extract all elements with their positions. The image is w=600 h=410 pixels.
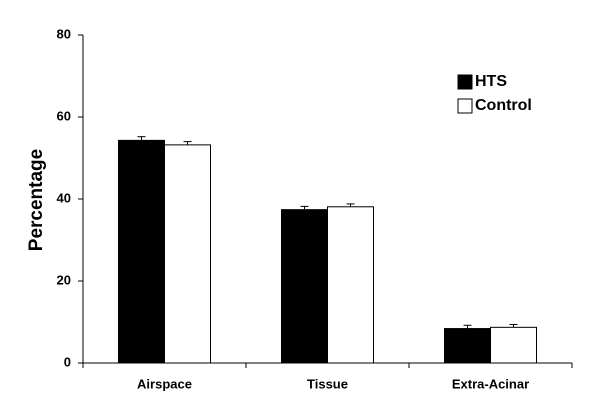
y-tick-label: 20 <box>57 272 71 287</box>
y-axis-label: Percentage <box>26 149 47 251</box>
legend-label: Control <box>475 97 532 114</box>
legend-swatch <box>457 98 473 114</box>
bar <box>118 139 165 364</box>
x-tick-label: Tissue <box>307 376 348 391</box>
bar <box>444 328 491 364</box>
x-tick-label: Extra-Acinar <box>452 376 529 391</box>
y-tick-label: 40 <box>57 190 71 205</box>
legend-label: HTS <box>475 73 507 90</box>
x-tick-label: Airspace <box>137 376 192 391</box>
bar <box>281 209 328 364</box>
bar <box>164 144 211 364</box>
y-tick-label: 80 <box>57 26 71 41</box>
bar <box>490 326 537 364</box>
y-tick-label: 0 <box>64 354 71 369</box>
y-tick-label: 60 <box>57 108 71 123</box>
bar <box>327 206 374 364</box>
legend-swatch <box>457 74 473 90</box>
